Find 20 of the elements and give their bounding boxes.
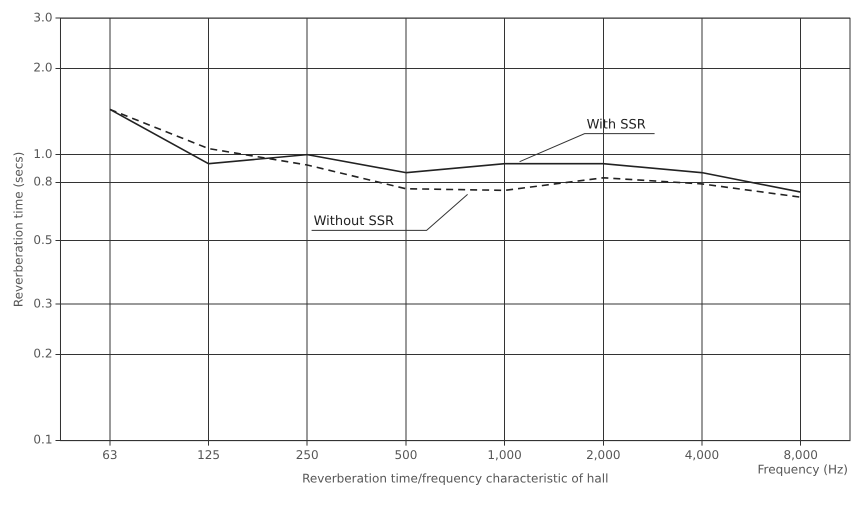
y-tick-label: 0.8 (33, 174, 52, 188)
y-tick-label: 0.2 (33, 346, 52, 361)
y-tick-label: 0.5 (33, 232, 52, 247)
x-tick-label: 63 (102, 448, 118, 462)
y-axis-title: Reverberation time (secs) (11, 152, 26, 308)
x-tick-label: 8,000 (783, 448, 818, 462)
y-tick-label: 1.0 (33, 146, 52, 161)
x-axis-title: Frequency (Hz) (758, 462, 848, 477)
text: Reverberation time/frequency characteristic of hall (302, 472, 608, 486)
y-tick-label: 2.0 (33, 60, 52, 75)
y-tick-label: 0.1 (33, 432, 52, 447)
text: Without SSR (314, 214, 394, 230)
x-tick-label: 2,000 (586, 448, 620, 462)
y-tick-label: 3.0 (33, 10, 52, 24)
x-tick-label: 1,000 (487, 448, 522, 462)
x-tick-label: 125 (197, 448, 220, 462)
y-tick-label: 0.3 (33, 296, 52, 310)
x-tick-label: 500 (394, 448, 418, 462)
x-tick-label: 4,000 (684, 448, 720, 462)
x-tick-label: 250 (296, 448, 319, 462)
